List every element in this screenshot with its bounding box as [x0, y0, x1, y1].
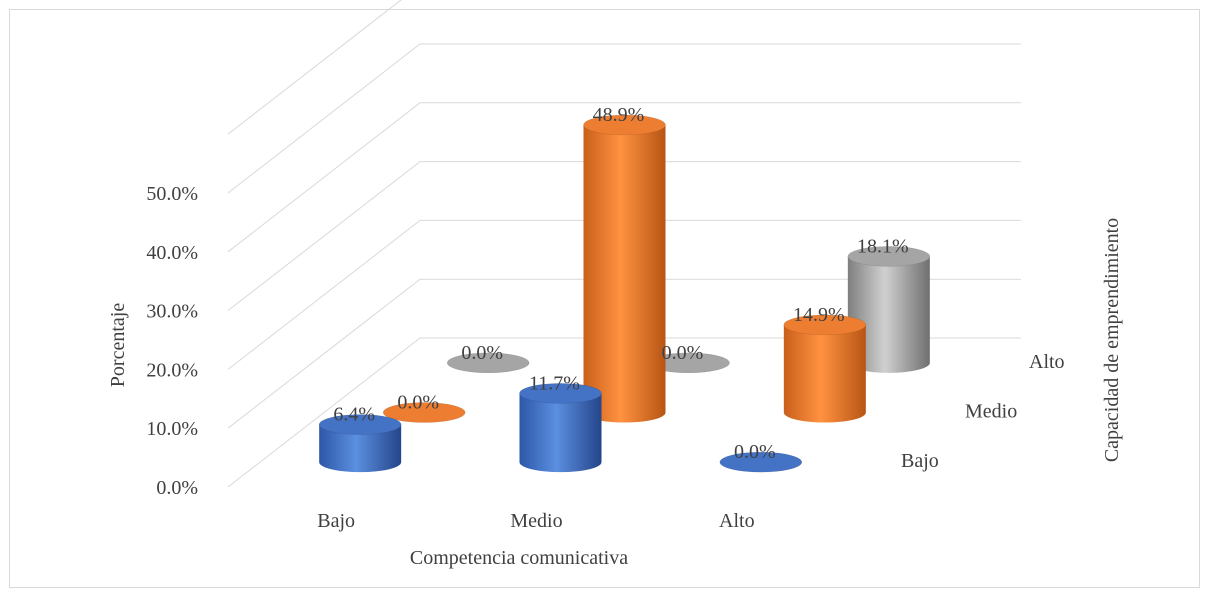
y-tick-label: 10.0%: [146, 418, 198, 440]
data-label: 0.0%: [461, 342, 503, 364]
bar-top: [318, 414, 402, 435]
bar-body: [519, 393, 602, 473]
y-tick-label: 40.0%: [146, 242, 198, 264]
data-label: 11.7%: [529, 372, 580, 394]
bar-top: [382, 402, 466, 423]
data-labels: 0.0% 0.0% 18.1% 0.0% 48.9% 14.9% 6.4% 11.7% 0.0%: [333, 104, 908, 463]
x-category-label: Medio: [510, 510, 562, 532]
bar-top: [583, 114, 666, 136]
bar-bajo-medio: [519, 383, 602, 473]
bar-body: [583, 124, 666, 423]
bar-bajo-bajo: [318, 414, 402, 473]
bar-body: [847, 256, 930, 373]
depth-category-label: Alto: [1029, 351, 1065, 373]
bar-body: [319, 424, 402, 473]
data-label: 0.0%: [397, 392, 439, 414]
y-tick-label: 0.0%: [156, 477, 198, 499]
data-label: 14.9%: [793, 304, 845, 326]
data-label: 6.4%: [333, 404, 375, 426]
y-tick-label: 20.0%: [146, 359, 198, 381]
x-category-label: Alto: [719, 510, 755, 532]
bars: [318, 114, 931, 473]
bar-top: [519, 383, 602, 404]
bar-body: [783, 324, 866, 423]
depth-category-label: Bajo: [901, 450, 939, 472]
bar-top: [719, 451, 803, 473]
depth-axis-title: Capacidad de emprendimiento: [1101, 218, 1123, 462]
bar-top: [847, 246, 931, 267]
x-axis-title: Competencia comunicativa: [410, 547, 628, 569]
gridline: [227, 278, 1021, 429]
bar-top: [783, 314, 867, 336]
data-label: 48.9%: [593, 104, 645, 126]
y-tick-label: 50.0%: [146, 183, 198, 205]
bar-bajo-alto: [719, 451, 803, 473]
x-axis-categories: Bajo Medio Alto: [317, 510, 754, 532]
bar-alto-alto: [847, 246, 931, 373]
depth-axis-categories: Bajo Medio Alto: [901, 351, 1065, 472]
x-category-label: Bajo: [317, 510, 355, 532]
gridline: [227, 102, 1021, 253]
y-axis-ticks: 0.0% 10.0% 20.0% 30.0% 40.0% 50.0%: [146, 183, 198, 499]
gridline: [227, 219, 1021, 370]
data-label: 0.0%: [662, 342, 704, 364]
gridline: [227, 161, 1021, 311]
bar-medio-alto: [783, 314, 867, 423]
bar-top: [446, 352, 530, 374]
depth-category-label: Medio: [965, 401, 1017, 423]
data-label: 18.1%: [857, 235, 909, 257]
gridline: [227, 43, 1021, 194]
gridline: [227, 0, 402, 135]
bar-medio-bajo: [382, 402, 466, 423]
y-axis-title: Porcentaje: [107, 303, 129, 388]
bar-alto-bajo: [446, 352, 530, 374]
y-tick-label: 30.0%: [146, 301, 198, 323]
bar-medio-medio: [583, 114, 666, 423]
data-label: 0.0%: [734, 441, 776, 463]
